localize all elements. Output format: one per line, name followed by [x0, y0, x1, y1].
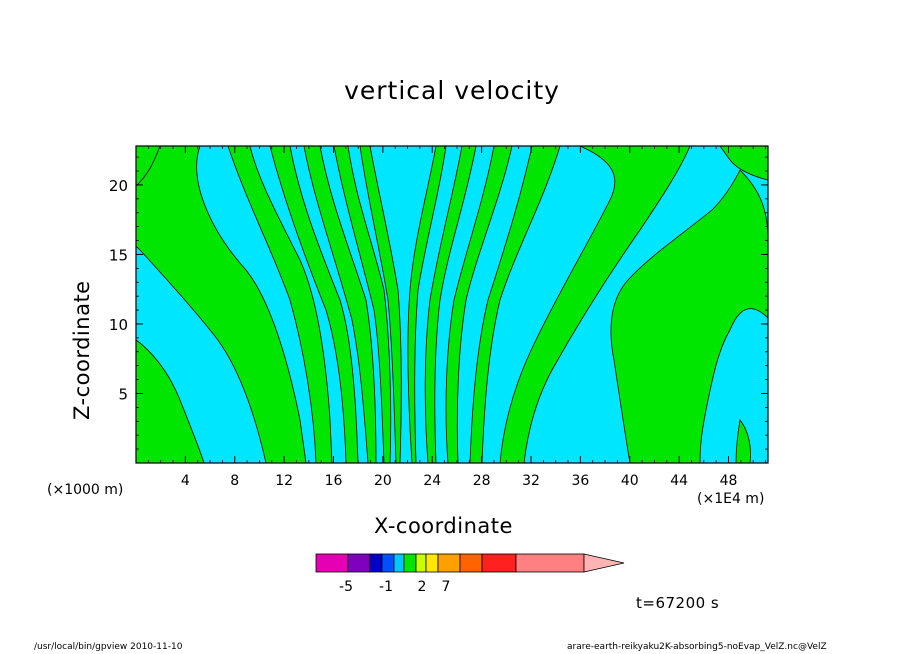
x-tick-label: 36: [571, 473, 589, 489]
x-unit-label: (×1E4 m): [697, 491, 765, 507]
x-tick-label: 24: [423, 473, 441, 489]
x-tick-label: 32: [522, 473, 540, 489]
x-axis-label: X-coordinate: [374, 514, 513, 538]
positive-band: [469, 146, 561, 463]
contour-plot: [136, 146, 768, 463]
y-axis-label: Z-coordinate: [70, 280, 94, 420]
colorbar-segment: [381, 553, 395, 573]
positive-band: [424, 146, 477, 463]
footer-right: arare-earth-reikyaku2K-absorbing5-noEvap…: [567, 642, 827, 652]
colorbar-extend-arrow: [583, 553, 625, 573]
x-tick-label: 28: [473, 473, 491, 489]
colorbar-segment: [515, 553, 585, 573]
positive-band: [303, 146, 377, 463]
time-label: t=67200 s: [636, 594, 720, 612]
positive-band: [227, 146, 333, 463]
x-tick-label: 44: [670, 473, 688, 489]
colorbar-tick-label: -1: [379, 579, 393, 595]
colorbar-tick-label: 7: [442, 579, 451, 595]
y-ticks: 5 10 15 20: [109, 156, 768, 450]
colorbar-segment: [415, 553, 427, 573]
colorbar-tick-label: -5: [339, 579, 353, 595]
colorbar-tick-label: 2: [418, 579, 427, 595]
colorbar-segment: [425, 553, 439, 573]
x-tick-label: 16: [325, 473, 343, 489]
colorbar-segment: [403, 553, 417, 573]
positive-band: [136, 146, 307, 463]
colorbar-segment: [481, 553, 517, 573]
colorbar-segment: [459, 553, 483, 573]
chart-title: vertical velocity: [344, 76, 560, 105]
colorbar-segment: [315, 553, 349, 573]
colorbar-segment: [369, 553, 383, 573]
positive-band: [735, 419, 751, 463]
positive-band: [499, 146, 691, 463]
positive-band: [445, 146, 513, 463]
x-tick-label: 40: [621, 473, 639, 489]
positive-band: [269, 146, 359, 463]
y-tick-label: 20: [109, 177, 128, 195]
y-tick-label: 15: [109, 246, 128, 264]
positive-band: [136, 339, 205, 463]
y-tick-label: 10: [109, 316, 128, 334]
colorbar: -5 -1 2 7: [315, 553, 625, 595]
x-tick-label: 20: [374, 473, 392, 489]
y-tick-label: 5: [118, 385, 128, 403]
x-tick-label: 4: [181, 473, 190, 489]
x-tick-label: 48: [720, 473, 738, 489]
colorbar-segment: [347, 553, 371, 573]
plot-frame: [135, 145, 769, 464]
colorbar-segment: [437, 553, 461, 573]
positive-band: [407, 146, 447, 463]
colorbar-segment: [393, 553, 405, 573]
footer-left: /usr/local/bin/gpview 2010-11-10: [34, 642, 183, 652]
y-unit-label: (×1000 m): [47, 482, 124, 498]
x-ticks: 4 8 12 16 20 24 28 32 36 40 44 48: [147, 146, 766, 489]
x-tick-label: 12: [275, 473, 293, 489]
x-tick-label: 8: [230, 473, 239, 489]
